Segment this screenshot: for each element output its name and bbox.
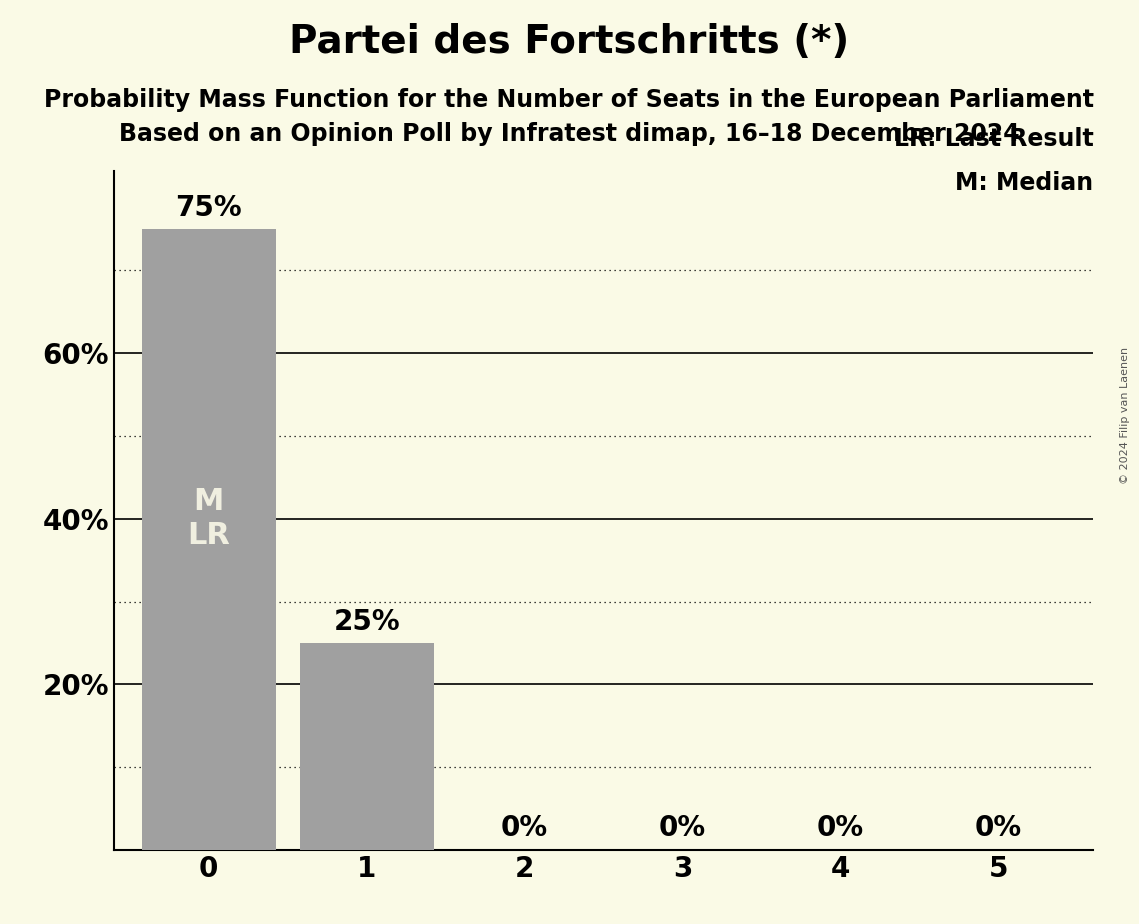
Text: LR: Last Result: LR: Last Result xyxy=(894,127,1093,151)
Text: 0%: 0% xyxy=(817,814,865,842)
Text: Based on an Opinion Poll by Infratest dimap, 16–18 December 2024: Based on an Opinion Poll by Infratest di… xyxy=(120,122,1019,146)
Text: Partei des Fortschritts (*): Partei des Fortschritts (*) xyxy=(289,23,850,61)
Text: M
LR: M LR xyxy=(187,488,230,550)
Text: 0%: 0% xyxy=(975,814,1022,842)
Text: 75%: 75% xyxy=(175,194,241,223)
Text: 0%: 0% xyxy=(501,814,548,842)
Text: © 2024 Filip van Laenen: © 2024 Filip van Laenen xyxy=(1120,347,1130,484)
Text: M: Median: M: Median xyxy=(956,171,1093,195)
Bar xyxy=(300,643,434,850)
Text: 0%: 0% xyxy=(659,814,706,842)
Text: 25%: 25% xyxy=(334,608,400,637)
Bar xyxy=(141,229,276,850)
Text: Probability Mass Function for the Number of Seats in the European Parliament: Probability Mass Function for the Number… xyxy=(44,88,1095,112)
